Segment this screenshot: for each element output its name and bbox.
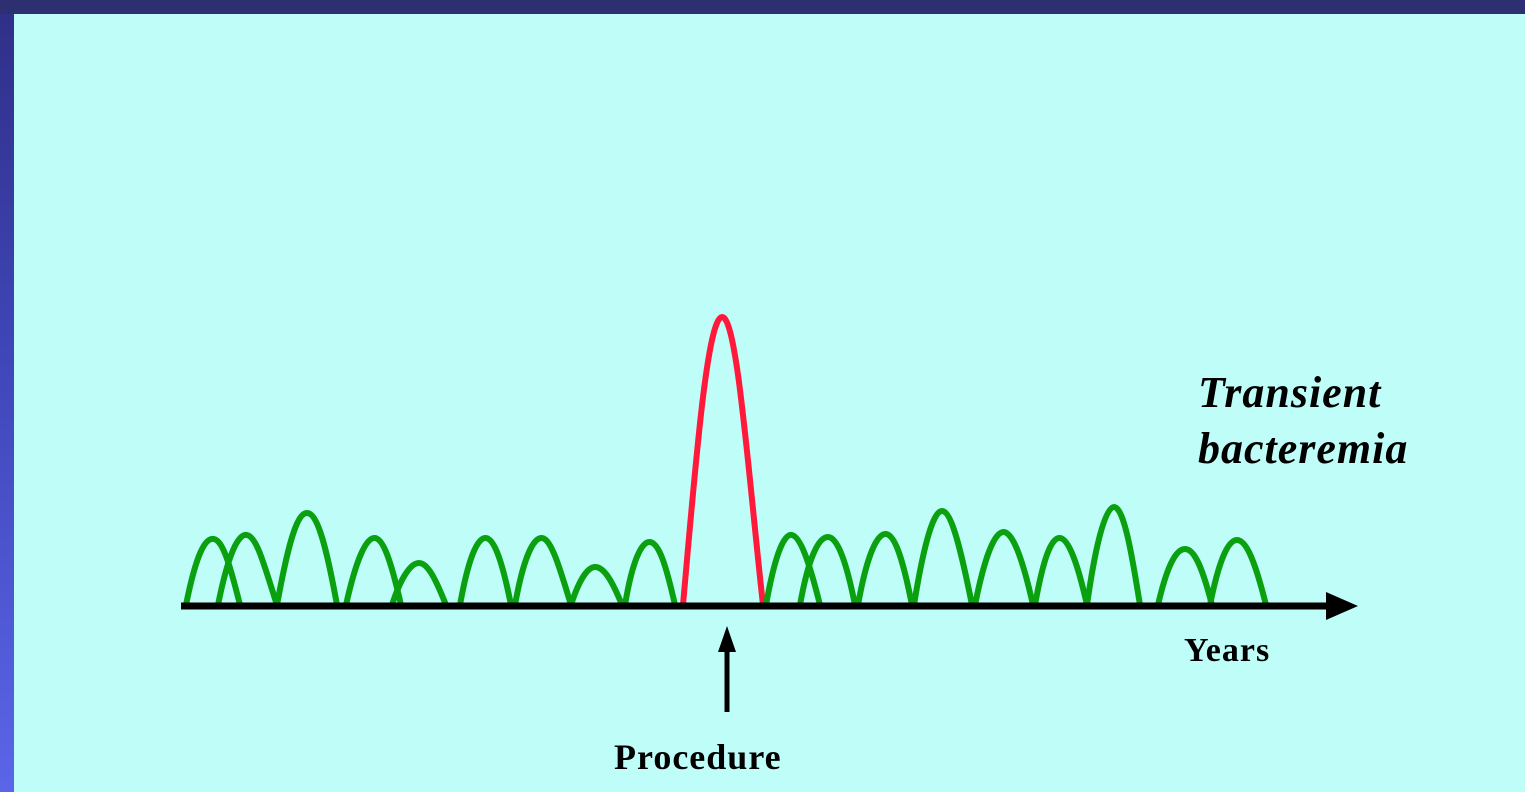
green-bump	[215, 531, 280, 608]
slide-frame-top	[0, 0, 1525, 14]
green-bump	[911, 507, 975, 608]
green-bump	[855, 531, 915, 608]
green-bump	[389, 559, 449, 608]
transient-label-line1: Transient	[1198, 368, 1382, 417]
green-bump	[568, 564, 625, 608]
transient-bacteremia-label: Transient bacteremia	[1198, 365, 1408, 477]
green-bump	[797, 533, 858, 608]
procedure-arrow-head	[718, 626, 736, 652]
green-bump	[274, 509, 340, 608]
green-bump	[622, 539, 678, 608]
green-bump	[343, 535, 404, 608]
routine-bacteremia-right	[763, 503, 1269, 608]
procedure-label: Procedure	[614, 737, 782, 777]
green-bump	[1155, 545, 1215, 608]
green-bump	[183, 535, 243, 608]
green-bump	[512, 535, 574, 608]
green-bump	[972, 529, 1036, 608]
green-bump	[763, 532, 823, 608]
routine-bacteremia-left	[183, 509, 678, 608]
slide-panel	[14, 14, 1525, 792]
green-bump	[1084, 503, 1143, 608]
green-bump	[457, 535, 514, 608]
years-axis-arrowhead	[1326, 592, 1358, 620]
x-axis-label: Years	[1184, 632, 1271, 669]
green-bump	[1032, 535, 1090, 608]
transient-label-line2: bacteremia	[1198, 424, 1409, 473]
procedure-bacteremia-spike	[680, 314, 766, 608]
green-bump	[1207, 536, 1269, 608]
